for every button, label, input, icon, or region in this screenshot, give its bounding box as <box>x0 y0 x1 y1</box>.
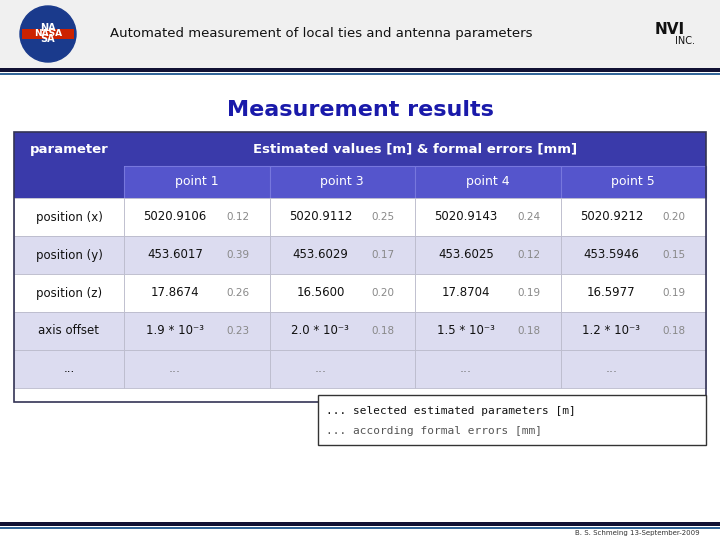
Text: point 1: point 1 <box>175 176 219 188</box>
Text: 0.15: 0.15 <box>662 250 685 260</box>
Bar <box>269 236 415 274</box>
Text: 453.6025: 453.6025 <box>438 248 494 261</box>
Text: 0.18: 0.18 <box>662 326 685 336</box>
Text: NASA: NASA <box>34 30 62 38</box>
Bar <box>14 312 124 350</box>
Bar <box>269 166 415 198</box>
Bar <box>318 395 706 445</box>
Bar <box>0 527 720 529</box>
Text: position (y): position (y) <box>35 248 102 261</box>
Text: 0.12: 0.12 <box>517 250 540 260</box>
Text: 0.17: 0.17 <box>372 250 395 260</box>
Bar <box>14 198 124 236</box>
Text: 0.26: 0.26 <box>226 288 249 298</box>
Text: 5020.9212: 5020.9212 <box>580 211 643 224</box>
Bar <box>0 73 720 75</box>
Bar <box>0 0 720 68</box>
Bar <box>560 350 706 388</box>
Bar <box>14 132 706 402</box>
Text: 1.9 * 10⁻³: 1.9 * 10⁻³ <box>146 325 204 338</box>
Text: 0.20: 0.20 <box>662 212 685 222</box>
Bar <box>14 132 124 166</box>
Text: 0.12: 0.12 <box>226 212 249 222</box>
Text: 0.25: 0.25 <box>372 212 395 222</box>
Bar <box>124 166 269 198</box>
Bar <box>269 198 415 236</box>
Bar <box>560 236 706 274</box>
Text: position (x): position (x) <box>35 211 102 224</box>
Text: INC.: INC. <box>675 36 695 46</box>
Bar <box>124 132 706 166</box>
Bar <box>14 236 124 274</box>
Text: 453.6017: 453.6017 <box>147 248 203 261</box>
Bar <box>415 236 560 274</box>
Text: 2.0 * 10⁻³: 2.0 * 10⁻³ <box>292 325 349 338</box>
Text: ...: ... <box>63 362 75 375</box>
Text: 0.18: 0.18 <box>517 326 540 336</box>
Bar <box>415 312 560 350</box>
Text: axis offset: axis offset <box>38 325 99 338</box>
Text: 453.5946: 453.5946 <box>583 248 639 261</box>
Text: Estimated values [m] & formal errors [mm]: Estimated values [m] & formal errors [mm… <box>253 143 577 156</box>
Bar <box>560 274 706 312</box>
Bar <box>124 312 269 350</box>
Text: 0.18: 0.18 <box>372 326 395 336</box>
Text: SA: SA <box>41 34 55 44</box>
Text: Automated measurement of local ties and antenna parameters: Automated measurement of local ties and … <box>110 28 533 40</box>
Bar <box>14 274 124 312</box>
Bar <box>560 166 706 198</box>
Bar <box>415 350 560 388</box>
Text: point 4: point 4 <box>466 176 510 188</box>
Bar <box>0 522 720 526</box>
Text: ...: ... <box>315 362 326 375</box>
Bar <box>415 198 560 236</box>
Text: 0.20: 0.20 <box>372 288 395 298</box>
Bar <box>560 198 706 236</box>
Bar <box>415 166 560 198</box>
Text: 17.8704: 17.8704 <box>441 287 490 300</box>
Text: 5020.9143: 5020.9143 <box>434 211 498 224</box>
Bar <box>415 274 560 312</box>
Bar <box>124 236 269 274</box>
Text: 16.5600: 16.5600 <box>296 287 345 300</box>
Bar <box>269 312 415 350</box>
Bar <box>0 68 720 72</box>
Bar <box>269 350 415 388</box>
Bar <box>124 198 269 236</box>
Text: parameter: parameter <box>30 143 109 156</box>
Bar <box>560 312 706 350</box>
Text: position (z): position (z) <box>36 287 102 300</box>
Bar <box>269 274 415 312</box>
Bar <box>124 274 269 312</box>
Text: 16.5977: 16.5977 <box>587 287 636 300</box>
Text: point 3: point 3 <box>320 176 364 188</box>
Text: NA: NA <box>40 23 56 33</box>
Text: 0.19: 0.19 <box>662 288 685 298</box>
Text: ... selected estimated parameters [m]: ... selected estimated parameters [m] <box>326 406 576 416</box>
Text: 0.19: 0.19 <box>517 288 540 298</box>
Text: 1.2 * 10⁻³: 1.2 * 10⁻³ <box>582 325 640 338</box>
Text: 17.8674: 17.8674 <box>150 287 199 300</box>
Text: 1.5 * 10⁻³: 1.5 * 10⁻³ <box>437 325 495 338</box>
Circle shape <box>20 6 76 62</box>
Bar <box>124 350 269 388</box>
Text: ...: ... <box>169 362 181 375</box>
Text: NVI: NVI <box>655 22 685 37</box>
Text: 5020.9112: 5020.9112 <box>289 211 352 224</box>
Text: 5020.9106: 5020.9106 <box>143 211 207 224</box>
Text: ... according formal errors [mm]: ... according formal errors [mm] <box>326 426 542 436</box>
Text: point 5: point 5 <box>611 176 655 188</box>
Text: B. S. Schmeing 13-September-2009: B. S. Schmeing 13-September-2009 <box>575 530 700 536</box>
Bar <box>22 29 74 39</box>
Text: ...: ... <box>606 362 618 375</box>
Text: 453.6029: 453.6029 <box>292 248 348 261</box>
Text: 0.23: 0.23 <box>226 326 249 336</box>
Text: 0.39: 0.39 <box>226 250 249 260</box>
Bar <box>14 166 124 198</box>
Text: 0.24: 0.24 <box>517 212 540 222</box>
Text: Measurement results: Measurement results <box>227 100 493 120</box>
Text: ...: ... <box>460 362 472 375</box>
Bar <box>14 350 124 388</box>
